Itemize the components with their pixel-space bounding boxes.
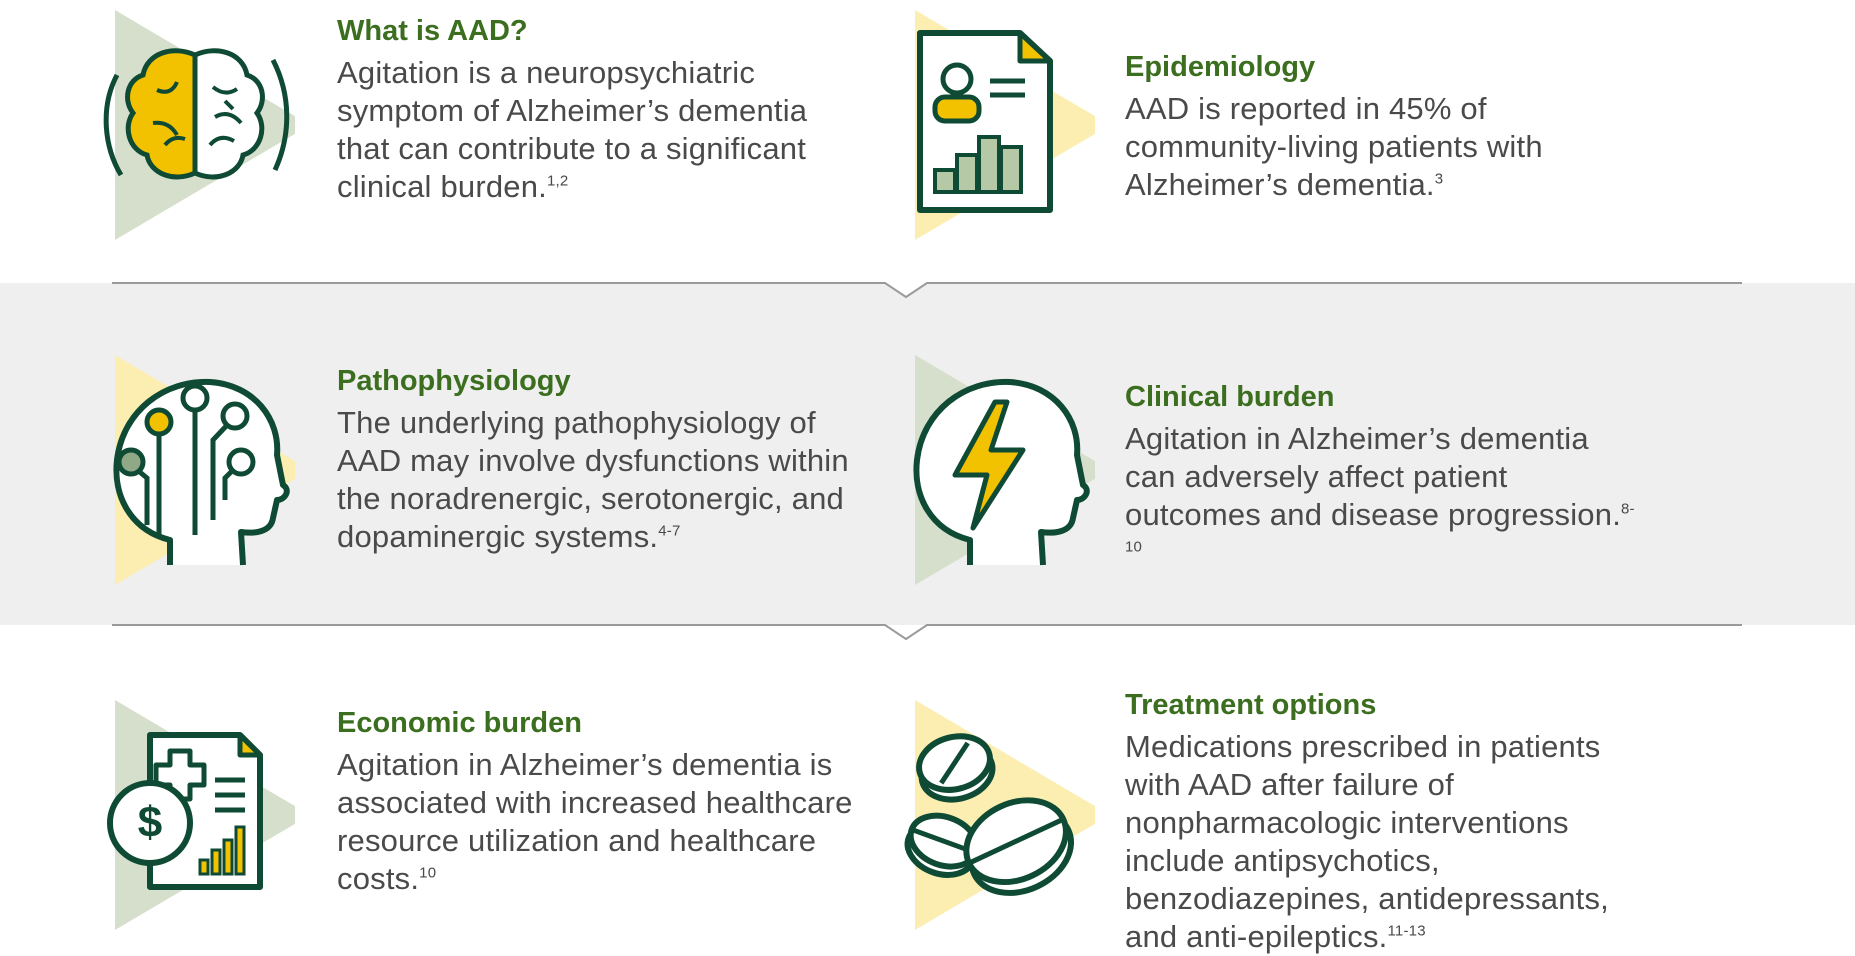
section-title: Epidemiology: [1125, 51, 1316, 83]
divider-bottom: [112, 624, 1742, 641]
svg-text:$: $: [138, 798, 162, 847]
section-body: AAD is reported in 45% of community-livi…: [1125, 91, 1543, 202]
divider-top: [112, 282, 1742, 299]
section-title: What is AAD?: [337, 15, 528, 47]
reference-superscript: 11-13: [1387, 922, 1426, 940]
pills-icon: [895, 695, 1095, 935]
medical-bill-icon: $: [95, 695, 295, 935]
section-body: Medications prescribed in patients with …: [1125, 729, 1609, 954]
section-body: Agitation is a neuropsychiatric symptom …: [337, 55, 808, 204]
reference-superscript: 8-10: [1125, 500, 1635, 556]
section-body: Agitation in Alzheimer’s dementia can ad…: [1125, 421, 1635, 556]
section-title: Clinical burden: [1125, 381, 1335, 413]
section-title: Economic burden: [337, 707, 582, 739]
section-title: Treatment options: [1125, 689, 1377, 721]
reference-superscript: 4-7: [658, 522, 681, 540]
section-body: The underlying pathophysiology of AAD ma…: [337, 405, 849, 554]
section-body: Agitation in Alzheimer’s dementia is ass…: [337, 747, 853, 896]
brain-icon: [95, 5, 295, 245]
section-title: Pathophysiology: [337, 365, 571, 397]
reference-superscript: 3: [1434, 170, 1444, 188]
reference-superscript: 1,2: [546, 172, 569, 190]
patient-report-icon: [895, 5, 1095, 245]
head-circuit-icon: [95, 350, 295, 590]
head-lightning-icon: [895, 350, 1095, 590]
reference-superscript: 10: [419, 864, 437, 882]
